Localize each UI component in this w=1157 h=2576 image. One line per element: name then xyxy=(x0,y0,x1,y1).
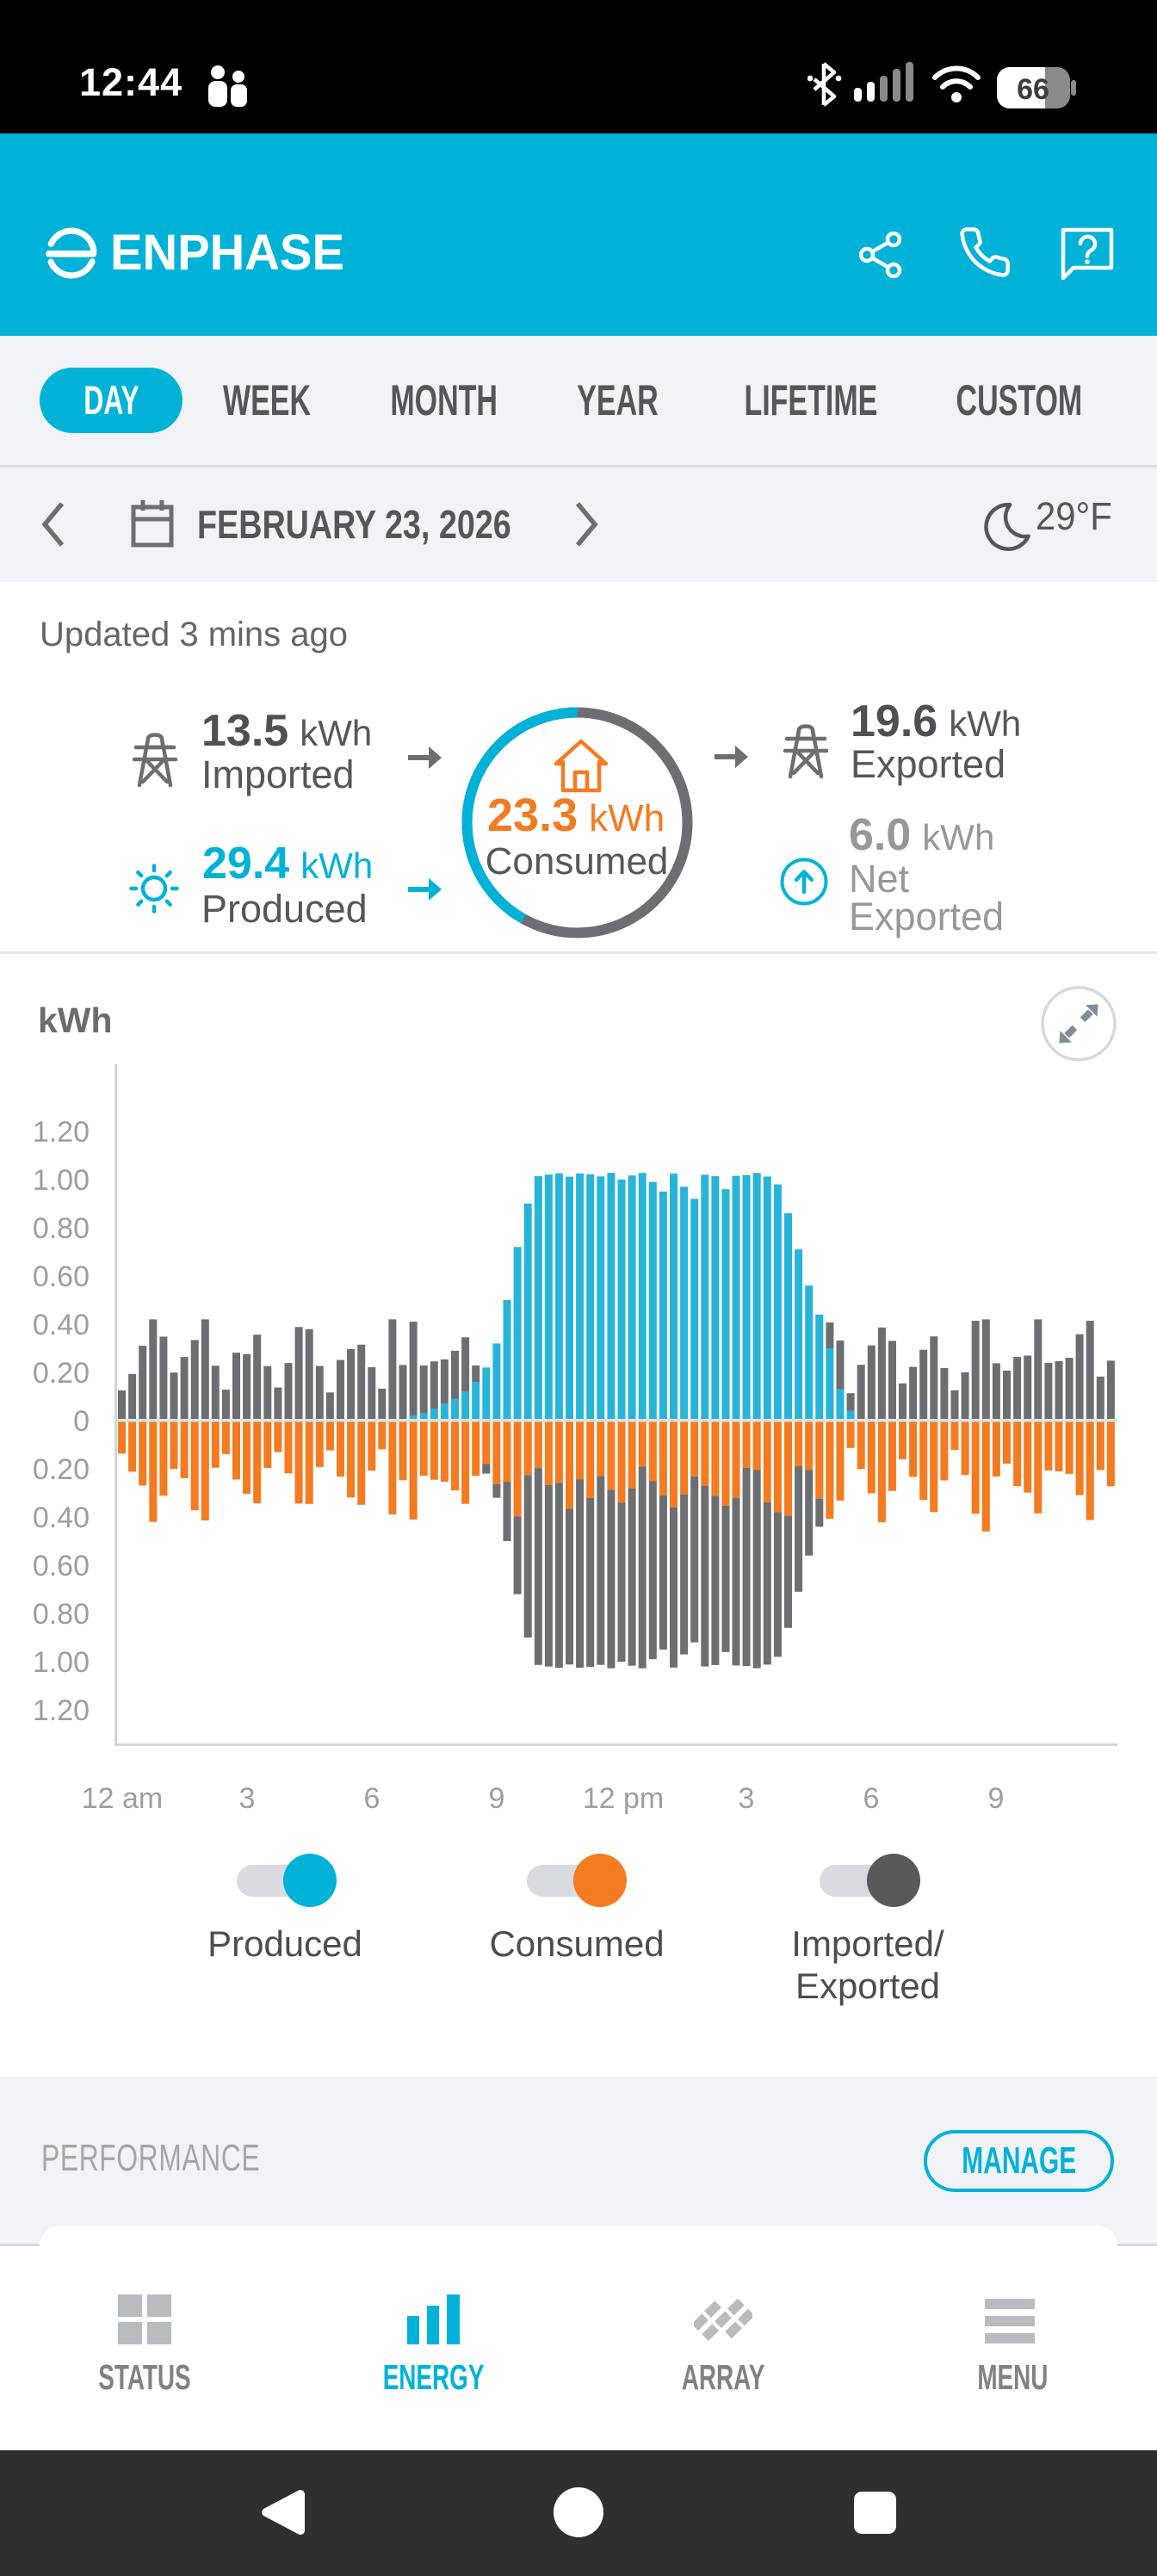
svg-text:9: 9 xyxy=(489,1782,505,1815)
svg-text:6: 6 xyxy=(364,1782,381,1815)
svg-text:0.60: 0.60 xyxy=(33,1260,90,1293)
svg-text:12 pm: 12 pm xyxy=(583,1782,665,1815)
svg-text:6: 6 xyxy=(863,1782,880,1815)
svg-text:3: 3 xyxy=(739,1782,755,1815)
svg-text:1.00: 1.00 xyxy=(33,1164,90,1197)
svg-text:0.60: 0.60 xyxy=(33,1550,90,1582)
svg-text:0.40: 0.40 xyxy=(33,1309,90,1341)
svg-text:0: 0 xyxy=(73,1405,90,1438)
svg-text:1.20: 1.20 xyxy=(33,1116,90,1149)
svg-text:3: 3 xyxy=(239,1782,256,1815)
svg-text:66: 66 xyxy=(1017,73,1049,106)
svg-text:0.20: 0.20 xyxy=(33,1357,90,1390)
svg-text:0.80: 0.80 xyxy=(33,1212,90,1245)
svg-text:12 am: 12 am xyxy=(82,1782,164,1815)
svg-text:0.40: 0.40 xyxy=(33,1502,90,1534)
svg-text:0.20: 0.20 xyxy=(33,1453,90,1486)
svg-text:0.80: 0.80 xyxy=(33,1598,90,1631)
svg-text:9: 9 xyxy=(988,1782,1005,1815)
svg-text:1.00: 1.00 xyxy=(33,1646,90,1679)
svg-text:1.20: 1.20 xyxy=(33,1694,90,1727)
